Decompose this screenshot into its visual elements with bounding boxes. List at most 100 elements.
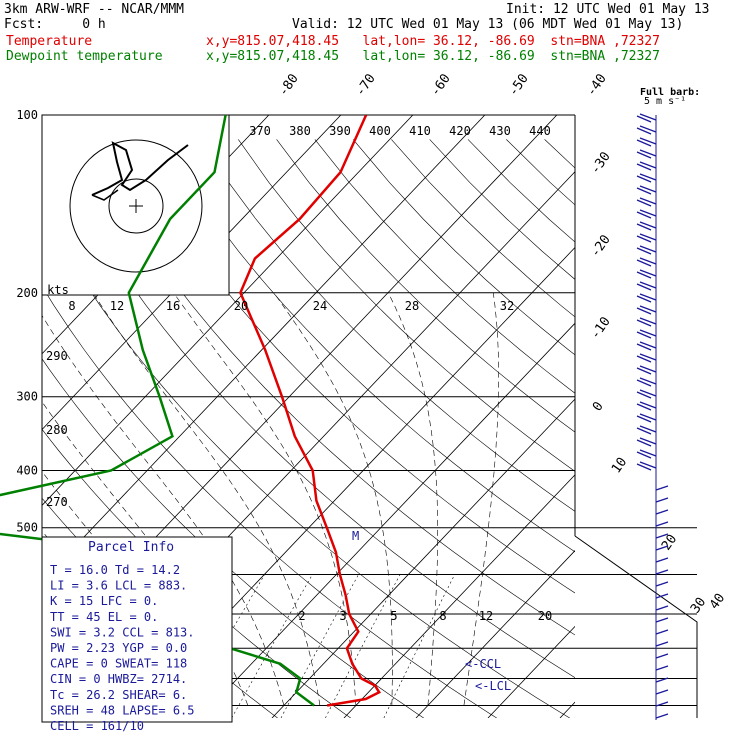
temperature-tick-label: -70 xyxy=(353,71,379,99)
hodograph xyxy=(41,114,230,296)
theta-label: 380 xyxy=(289,124,311,138)
hodograph-ring-inner xyxy=(108,178,164,234)
theta-label: 420 xyxy=(449,124,471,138)
wind-barb xyxy=(636,365,657,375)
model-title: 3km ARW-WRF -- NCAR/MMM xyxy=(4,2,185,17)
parcel-row: Tc = 26.2 SHEAR= 6. xyxy=(50,688,187,702)
wind-barb xyxy=(655,701,669,707)
moist-adiabat-line xyxy=(388,292,438,706)
wind-barb xyxy=(636,281,657,291)
forecast-hour: Fcst: 0 h xyxy=(4,17,106,32)
parcel-row: PW = 2.23 YGP = 0.0 xyxy=(50,641,187,655)
isotherm-line xyxy=(271,398,575,718)
pressure-label: 400 xyxy=(16,464,38,478)
wind-barb xyxy=(636,161,657,171)
wind-barbs: Full barb:5 m s⁻¹ xyxy=(636,87,700,720)
valid-time: Valid: 12 UTC Wed 01 May 13 (06 MDT Wed … xyxy=(292,17,684,32)
hodograph-ring-outer xyxy=(69,139,203,273)
temperature-profile-line xyxy=(239,115,381,707)
theta-label: 440 xyxy=(529,124,551,138)
mixing-ratio-label: 3 xyxy=(339,609,346,623)
theta-label: 370 xyxy=(249,124,271,138)
temperature-tick-label: -10 xyxy=(588,314,614,342)
init-time: Init: 12 UTC Wed 01 May 13 xyxy=(506,2,710,17)
barb-legend-line2: 5 m s⁻¹ xyxy=(644,96,686,107)
dry-adiabat-line xyxy=(42,285,497,718)
wind-barb xyxy=(655,581,669,587)
temperature-tick-label: 0 xyxy=(590,399,607,414)
dry-adiabat-line xyxy=(276,139,575,433)
mixing-ratio-line xyxy=(231,574,313,718)
wind-barb xyxy=(636,305,657,315)
wind-barb xyxy=(655,521,669,527)
parcel-box-frame xyxy=(41,536,233,723)
left-scale-label: 290 xyxy=(46,349,68,363)
temperature-tick-label: -40 xyxy=(584,71,610,99)
mixing-ratio-line xyxy=(280,574,359,718)
wind-barb xyxy=(636,401,657,411)
temperature-tick-label: 40 xyxy=(707,591,728,612)
parcel-row: SWI = 3.2 CCL = 813. xyxy=(50,625,195,639)
wind-barb xyxy=(636,185,657,195)
wind-barb xyxy=(636,197,657,207)
label-layer: 100 200 300 400 500 -80 -70 -60 -50 -40 -30 -20 -10 0… xyxy=(16,71,728,693)
temperature-tick-label: 10 xyxy=(609,455,630,476)
mixing-ratio-label: 5 xyxy=(390,609,397,623)
dewpoint-legend-label: Dewpoint temperature xyxy=(6,49,163,64)
wind-barb xyxy=(636,221,657,231)
hodograph-speed-label: 16 xyxy=(166,299,180,313)
wind-barb xyxy=(655,617,669,623)
ccl-label: <-CCL xyxy=(465,657,501,671)
isotherm-line xyxy=(487,625,575,718)
wind-barb xyxy=(636,137,657,147)
hodograph-trace-low xyxy=(91,189,119,201)
parcel-row: TT = 45 EL = 0. xyxy=(50,610,158,624)
left-scale-label: 270 xyxy=(46,495,68,509)
hodograph-trace xyxy=(91,141,189,196)
lcl-label: <-LCL xyxy=(475,679,511,693)
wind-barb xyxy=(655,497,669,503)
hodograph-center xyxy=(129,199,143,213)
wind-barb xyxy=(636,245,657,255)
isotherm-line xyxy=(415,550,575,718)
dry-adiabat-line xyxy=(199,139,575,512)
wind-barb xyxy=(636,341,657,351)
hodograph-speed-label: 12 xyxy=(110,299,124,313)
dry-adiabat-line xyxy=(429,139,575,280)
dry-adiabat-line xyxy=(238,139,575,472)
wind-barb xyxy=(655,593,669,599)
wind-barb xyxy=(655,557,669,563)
dewpoint-legend-location: x,y=815.07,418.45 lat,lon= 36.12, -86.69… xyxy=(206,49,660,64)
wind-barb xyxy=(636,293,657,303)
temperature-tick-label: -80 xyxy=(276,71,302,99)
parcel-row: K = 15 LFC = 0. xyxy=(50,594,158,608)
dry-adiabat-line xyxy=(506,139,575,206)
wind-barb xyxy=(636,257,657,267)
wind-barb xyxy=(655,545,669,551)
wind-barb xyxy=(636,461,657,471)
wind-barb xyxy=(655,569,669,575)
hodograph-speed-label: kts xyxy=(47,283,69,297)
mixing-ratio-label: 20 xyxy=(538,609,552,623)
parcel-row: CELL = 161/10 xyxy=(50,719,144,733)
wind-barb xyxy=(636,125,657,135)
temperature-tick-label: -50 xyxy=(506,71,532,99)
wind-barb xyxy=(636,173,657,183)
isotherm-line xyxy=(343,474,575,718)
dry-adiabat-line xyxy=(46,139,575,678)
wind-barb xyxy=(655,509,669,515)
temperature-legend-location: x,y=815.07,418.45 lat,lon= 36.12, -86.69… xyxy=(206,34,660,49)
wind-barb xyxy=(636,113,657,123)
parcel-title: Parcel Info xyxy=(88,540,174,555)
dry-adiabat-line xyxy=(123,139,575,594)
left-scale-label: 280 xyxy=(46,423,68,437)
isotherm-line xyxy=(42,115,342,431)
wind-barb xyxy=(655,629,669,635)
mixing-ratio-label: 2 xyxy=(298,609,305,623)
isotherm-line xyxy=(42,115,486,582)
dry-adiabat-line xyxy=(161,139,575,553)
wind-barb xyxy=(636,389,657,399)
wind-barb xyxy=(636,149,657,159)
wind-barb xyxy=(636,353,657,363)
